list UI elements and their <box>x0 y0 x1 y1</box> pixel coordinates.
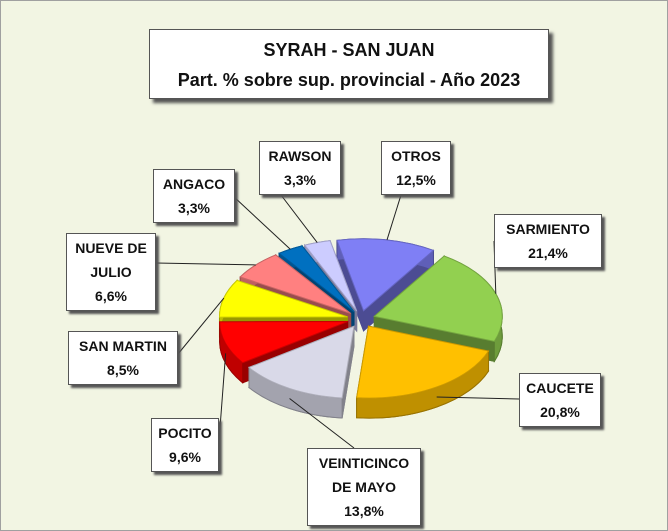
leader-line <box>436 396 520 400</box>
leader-line <box>155 262 256 266</box>
leader-line <box>280 194 318 243</box>
label-box: OTROS 12,5% <box>381 141 451 195</box>
leader-line <box>218 353 227 442</box>
chart-subtitle: Part. % sobre sup. provincial - Año 2023 <box>177 70 521 90</box>
label-box: RAWSON 3,3% <box>259 141 341 195</box>
value-label: 21,4% <box>528 245 568 261</box>
category-label: OTROS <box>391 148 441 164</box>
value-label: 6,6% <box>95 288 127 304</box>
chart-title: SYRAH - SAN JUAN <box>263 40 435 60</box>
value-label: 20,8% <box>540 404 580 420</box>
leader-line <box>289 398 355 449</box>
label-box: CAUCETE 20,8% <box>519 373 601 427</box>
label-box: ANGACO 3,3% <box>153 169 235 223</box>
label-box: SAN MARTIN 8,5% <box>68 331 178 385</box>
slice <box>373 255 503 342</box>
slice <box>336 238 435 312</box>
category-label: NUEVE DE JULIO <box>75 240 147 280</box>
label-box: NUEVE DE JULIO 6,6% <box>66 233 156 311</box>
leader-line <box>177 297 225 355</box>
leader-line <box>386 194 402 241</box>
value-label: 3,3% <box>284 172 316 188</box>
label-box: POCITO 9,6% <box>151 418 219 472</box>
slice <box>356 325 490 399</box>
value-label: 13,8% <box>344 503 384 519</box>
category-label: POCITO <box>158 425 212 441</box>
value-label: 12,5% <box>396 172 436 188</box>
category-label: VEINTICINCO DE MAYO <box>318 455 410 495</box>
category-label: CAUCETE <box>526 380 594 396</box>
category-label: RAWSON <box>268 148 332 164</box>
label-box: VEINTICINCO DE MAYO 13,8% <box>307 448 421 526</box>
value-label: 3,3% <box>178 200 210 216</box>
label-box: SARMIENTO 21,4% <box>494 214 602 268</box>
value-label: 8,5% <box>107 362 139 378</box>
category-label: SARMIENTO <box>506 221 590 237</box>
title-box: SYRAH - SAN JUAN Part. % sobre sup. prov… <box>149 29 549 99</box>
leader-line <box>232 195 291 250</box>
category-label: ANGACO <box>162 176 226 192</box>
slice <box>219 321 348 364</box>
slice <box>248 325 355 399</box>
slice <box>218 279 348 318</box>
value-label: 9,6% <box>169 449 201 465</box>
category-label: SAN MARTIN <box>79 338 167 354</box>
